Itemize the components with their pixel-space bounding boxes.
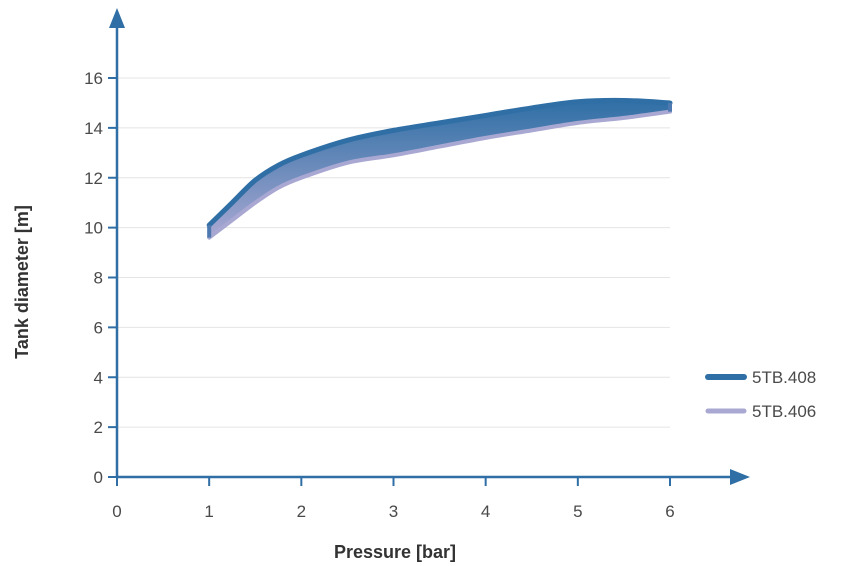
x-tick-label-2: 2 (297, 502, 306, 521)
series-band (206, 97, 673, 240)
x-tick-label-5: 5 (573, 502, 582, 521)
x-tick-label-6: 6 (665, 502, 674, 521)
y-tick-label-12: 12 (84, 169, 103, 188)
y-tick-label-10: 10 (84, 219, 103, 238)
y-tick-label-4: 4 (94, 368, 103, 387)
y-tick-label-2: 2 (94, 418, 103, 437)
x-tick-label-4: 4 (481, 502, 490, 521)
axes (109, 8, 750, 485)
series-line-5tb408 (206, 97, 673, 228)
legend: 5TB.408 5TB.406 (705, 368, 816, 421)
legend-label-0: 5TB.408 (752, 368, 816, 387)
y-tick-label-0: 0 (94, 468, 103, 487)
x-tick-label-3: 3 (389, 502, 398, 521)
x-tick-label-0: 0 (112, 502, 121, 521)
x-tick-label-1: 1 (204, 502, 213, 521)
x-axis-title: Pressure [bar] (334, 542, 456, 562)
series-line-5tb406 (207, 109, 672, 240)
y-tick-label-8: 8 (94, 269, 103, 288)
y-tick-label-16: 16 (84, 69, 103, 88)
y-axis-arrow (109, 8, 125, 28)
legend-label-1: 5TB.406 (752, 402, 816, 421)
band-fill (209, 100, 670, 238)
y-tick-label-14: 14 (84, 119, 103, 138)
x-axis-arrow (730, 469, 750, 485)
y-axis-title: Tank diameter [m] (12, 205, 32, 359)
y-tick-label-6: 6 (94, 318, 103, 337)
